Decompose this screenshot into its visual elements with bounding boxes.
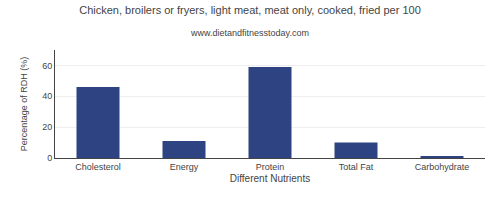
svg-text:Different Nutrients: Different Nutrients — [230, 173, 310, 184]
svg-text:Percentage of RDH (%): Percentage of RDH (%) — [19, 57, 29, 152]
svg-text:Carbohydrate: Carbohydrate — [415, 162, 470, 172]
svg-text:Protein: Protein — [256, 162, 285, 172]
svg-text:0: 0 — [47, 153, 52, 163]
svg-text:Chicken, broilers or fryers, l: Chicken, broilers or fryers, light meat,… — [79, 4, 421, 16]
svg-text:60: 60 — [42, 61, 52, 71]
svg-text:www.dietandfitnesstoday.com: www.dietandfitnesstoday.com — [190, 28, 309, 38]
svg-text:Total Fat: Total Fat — [339, 162, 374, 172]
svg-text:40: 40 — [42, 91, 52, 101]
svg-text:Cholesterol: Cholesterol — [75, 162, 121, 172]
svg-text:Energy: Energy — [170, 162, 199, 172]
svg-text:20: 20 — [42, 122, 52, 132]
